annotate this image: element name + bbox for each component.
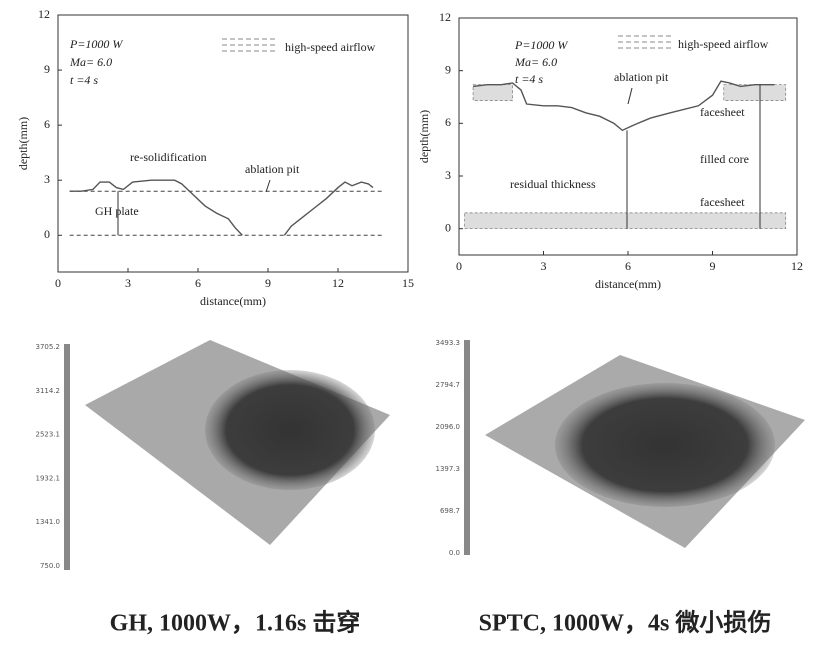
band bbox=[723, 84, 787, 101]
scale-label: 1397.3 bbox=[436, 465, 461, 473]
caption: SPTC, 1000W，4s 微小损伤 bbox=[479, 609, 772, 637]
scale-label: 2523.1 bbox=[36, 431, 61, 439]
x-tick-label: 15 bbox=[402, 276, 414, 290]
y-axis-label: depth(mm) bbox=[417, 110, 431, 163]
annotation: t =4 s bbox=[70, 73, 98, 87]
x-tick-label: 6 bbox=[195, 276, 201, 290]
x-tick-label: 9 bbox=[265, 276, 271, 290]
color-bar bbox=[464, 340, 470, 555]
data-line bbox=[283, 181, 374, 236]
x-tick-label: 0 bbox=[456, 259, 462, 273]
y-tick-label: 3 bbox=[445, 168, 451, 182]
annotation: high-speed airflow bbox=[678, 37, 769, 51]
x-tick-label: 6 bbox=[625, 259, 631, 273]
scale-label: 750.0 bbox=[40, 562, 60, 570]
y-tick-label: 9 bbox=[44, 62, 50, 76]
scale-label: 2096.0 bbox=[436, 423, 461, 431]
scale-label: 1932.1 bbox=[36, 474, 61, 482]
annotation: P=1000 W bbox=[514, 38, 568, 52]
y-tick-label: 3 bbox=[44, 172, 50, 186]
annotation: facesheet bbox=[700, 195, 745, 209]
y-tick-label: 6 bbox=[44, 117, 50, 131]
annotation: filled core bbox=[700, 152, 749, 166]
y-axis-label: depth(mm) bbox=[16, 117, 30, 170]
data-line bbox=[69, 179, 243, 236]
x-tick-label: 3 bbox=[125, 276, 131, 290]
scale-label: 2794.7 bbox=[436, 381, 461, 389]
y-tick-label: 0 bbox=[44, 227, 50, 241]
annotation: Ma= 6.0 bbox=[69, 55, 112, 69]
scale-label: 3493.3 bbox=[436, 339, 461, 347]
arrow bbox=[627, 87, 633, 105]
x-axis-label: distance(mm) bbox=[595, 277, 661, 291]
annotation: facesheet bbox=[700, 105, 745, 119]
arrow bbox=[265, 179, 271, 193]
photo-left bbox=[85, 340, 390, 545]
annotation: GH plate bbox=[95, 204, 139, 218]
x-tick-label: 0 bbox=[55, 276, 61, 290]
annotation: ablation pit bbox=[245, 162, 300, 176]
color-bar bbox=[64, 344, 70, 570]
annotation: Ma= 6.0 bbox=[514, 55, 557, 69]
plot-frame bbox=[57, 14, 409, 273]
y-tick-label: 6 bbox=[445, 115, 451, 129]
band bbox=[464, 212, 787, 230]
annotation: re-solidification bbox=[130, 150, 207, 164]
photo-right bbox=[485, 355, 805, 548]
annotation: residual thickness bbox=[510, 177, 596, 191]
x-tick-label: 3 bbox=[541, 259, 547, 273]
caption: GH, 1000W，1.16s 击穿 bbox=[110, 609, 361, 637]
annotation: t =4 s bbox=[515, 72, 543, 86]
data-line bbox=[472, 80, 775, 132]
scale-label: 3705.2 bbox=[36, 343, 61, 351]
y-tick-label: 9 bbox=[445, 62, 451, 76]
y-tick-label: 12 bbox=[38, 7, 50, 21]
annotation: high-speed airflow bbox=[285, 40, 376, 54]
x-tick-label: 12 bbox=[332, 276, 344, 290]
scale-label: 0.0 bbox=[449, 549, 460, 557]
y-tick-label: 12 bbox=[439, 10, 451, 24]
y-tick-label: 0 bbox=[445, 220, 451, 234]
x-tick-label: 12 bbox=[791, 259, 803, 273]
x-axis-label: distance(mm) bbox=[200, 294, 266, 308]
scale-label: 1341.0 bbox=[36, 518, 61, 526]
x-tick-label: 9 bbox=[710, 259, 716, 273]
scale-label: 3114.2 bbox=[36, 387, 61, 395]
annotation: ablation pit bbox=[614, 70, 669, 84]
annotation: P=1000 W bbox=[69, 37, 123, 51]
scale-label: 698.7 bbox=[440, 507, 460, 515]
band bbox=[472, 84, 513, 101]
